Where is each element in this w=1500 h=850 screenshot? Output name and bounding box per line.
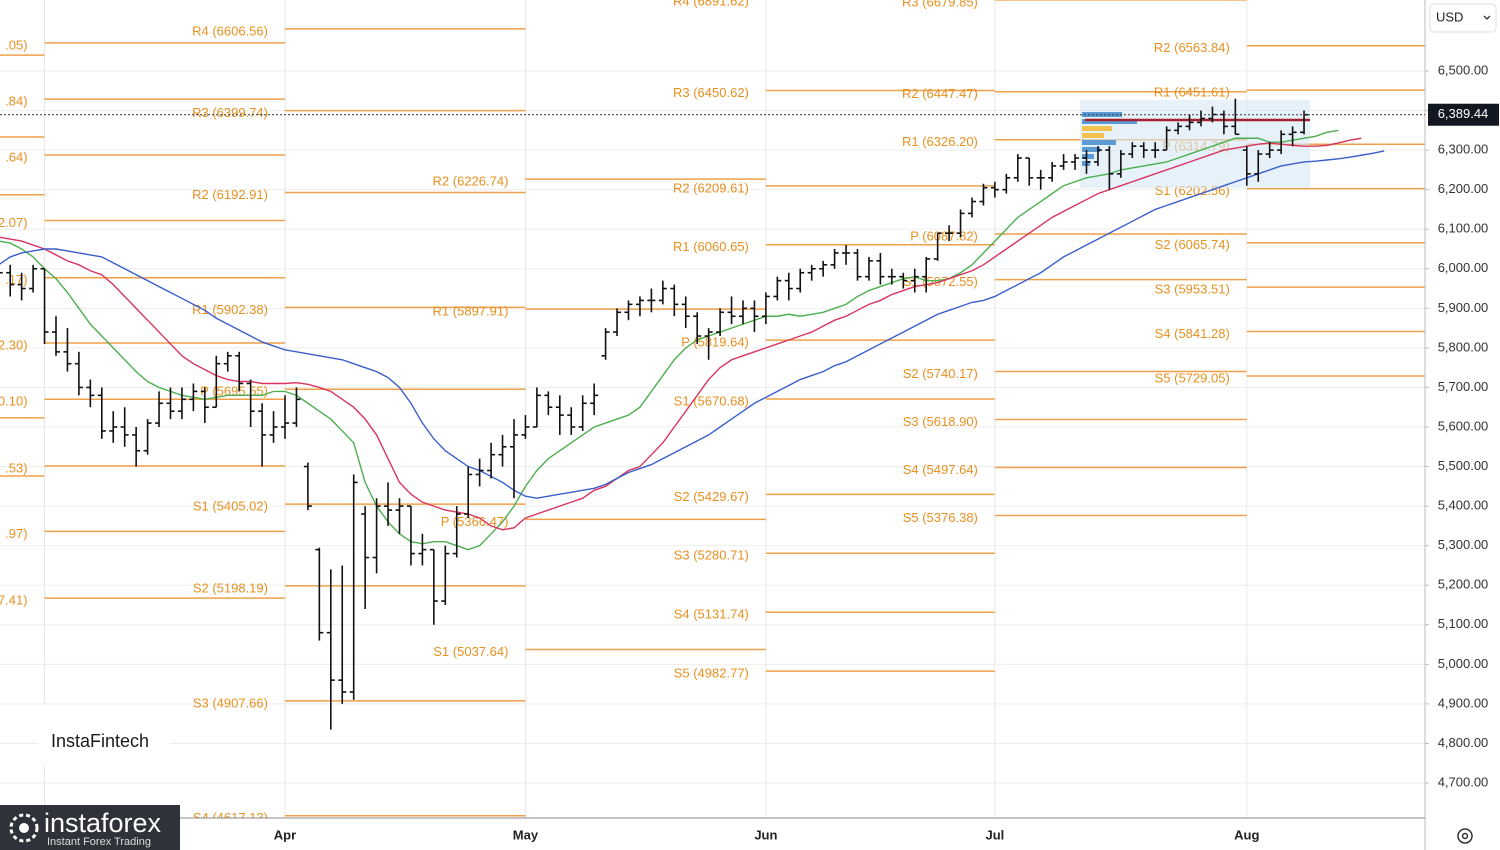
pivot-label: S1 (5405.02) bbox=[193, 499, 268, 514]
grid-layer bbox=[0, 0, 1425, 818]
y-tick-label: 5,000.00 bbox=[1438, 656, 1489, 671]
y-tick-label: 5,100.00 bbox=[1438, 616, 1489, 631]
last-price-box bbox=[1428, 103, 1499, 126]
y-tick-label: 6,000.00 bbox=[1438, 260, 1489, 275]
logo: instaforex Instant Forex Trading bbox=[0, 805, 180, 850]
watermark: InstaFintech bbox=[51, 731, 149, 751]
pivot-label: .17) bbox=[5, 272, 27, 287]
currency-select[interactable] bbox=[1429, 3, 1497, 33]
x-tick-label: Jul bbox=[985, 827, 1004, 842]
pivot-label: S3 (5953.51) bbox=[1155, 282, 1230, 297]
pivot-label: S2 (6065.74) bbox=[1155, 237, 1230, 252]
pivot-label: P (5819.64) bbox=[681, 335, 749, 350]
pivot-label: R2 (6563.84) bbox=[1154, 40, 1230, 55]
ma-line bbox=[0, 129, 1339, 551]
pivot-label: .84) bbox=[5, 94, 27, 109]
y-tick-label: 5,300.00 bbox=[1438, 537, 1489, 552]
x-tick-label: Jun bbox=[754, 827, 777, 842]
pivot-label: S5 (5376.38) bbox=[903, 510, 978, 525]
y-tick-label: 5,800.00 bbox=[1438, 339, 1489, 354]
pivot-label: R2 (6192.91) bbox=[192, 187, 268, 202]
y-tick-label: 4,700.00 bbox=[1438, 774, 1489, 789]
y-tick-label: 4,800.00 bbox=[1438, 735, 1489, 750]
y-tick-label: 5,400.00 bbox=[1438, 498, 1489, 513]
pivot-label: R4 (6606.56) bbox=[192, 23, 268, 38]
pivot-label: R1 (5902.38) bbox=[192, 302, 268, 317]
pivot-label: R3 (6399.74) bbox=[192, 105, 268, 120]
pivot-label: S5 (5729.05) bbox=[1155, 370, 1230, 385]
ma-line bbox=[0, 137, 1362, 531]
pivot-label: R1 (6326.20) bbox=[902, 134, 978, 149]
pivot-label: S1 (5037.64) bbox=[433, 644, 508, 659]
pivot-label: S1 (5670.68) bbox=[674, 393, 749, 408]
pivot-label: S2 (5429.67) bbox=[674, 489, 749, 504]
y-tick-label: 4,900.00 bbox=[1438, 695, 1489, 710]
pivot-label: S3 (5280.71) bbox=[674, 548, 749, 563]
y-tick-label: 6,300.00 bbox=[1438, 142, 1489, 157]
pivot-label: S4 (4617.13) bbox=[193, 810, 268, 825]
settings-icon[interactable] bbox=[1457, 828, 1473, 844]
pivot-label: R3 (6679.85) bbox=[902, 0, 978, 9]
y-tick-label: 6,100.00 bbox=[1438, 221, 1489, 236]
y-tick-label: 5,600.00 bbox=[1438, 418, 1489, 433]
pivot-label: S4 (5131.74) bbox=[674, 607, 749, 622]
pivot-label: S2 (5740.17) bbox=[903, 366, 978, 381]
y-tick-label: 6,200.00 bbox=[1438, 181, 1489, 196]
pivot-label: P (5366.47) bbox=[441, 514, 509, 529]
pivot-label: R2 (6226.74) bbox=[433, 174, 509, 189]
pivot-label: R4 (6891.62) bbox=[673, 0, 749, 8]
ma-line bbox=[0, 150, 1385, 499]
pivot-label: R3 (6450.62) bbox=[673, 85, 749, 100]
pivot-label: R1 (6451.61) bbox=[1154, 85, 1230, 100]
pivot-label: .64) bbox=[5, 149, 27, 164]
y-tick-label: 5,200.00 bbox=[1438, 577, 1489, 592]
chevron bbox=[1483, 15, 1491, 20]
currency-label: USD bbox=[1436, 9, 1463, 24]
y-tick-label: 5,900.00 bbox=[1438, 300, 1489, 315]
pivot-label: R1 (5897.91) bbox=[433, 304, 509, 319]
pivot-label: P (5695.55) bbox=[200, 384, 268, 399]
pivot-label: 2.07) bbox=[0, 215, 28, 230]
pivot-label: R2 (6209.61) bbox=[673, 180, 749, 195]
y-tick-label: 5,700.00 bbox=[1438, 379, 1489, 394]
ma-layer bbox=[0, 129, 1385, 551]
y-tick-label: 6,500.00 bbox=[1438, 62, 1489, 77]
pivot-label: S2 (5198.19) bbox=[193, 580, 268, 595]
pivot-label: .53) bbox=[5, 460, 27, 475]
pivot-label: S3 (4907.66) bbox=[193, 695, 268, 710]
pivot-label: P (6087.82) bbox=[910, 228, 978, 243]
y-tick-label: 5,500.00 bbox=[1438, 458, 1489, 473]
pivot-label: S4 (5497.64) bbox=[903, 462, 978, 477]
x-tick-label: May bbox=[513, 827, 539, 842]
pivot-label: S5 (4982.77) bbox=[674, 666, 749, 681]
pivot-label: 0.10) bbox=[0, 394, 28, 409]
x-tick-label: Apr bbox=[274, 827, 296, 842]
pivot-label: S3 (5618.90) bbox=[903, 414, 978, 429]
watermark-box: InstaFintech bbox=[38, 705, 170, 765]
pivot-label: R2 (6447.47) bbox=[902, 86, 978, 101]
logo-brand: instaforex bbox=[44, 808, 162, 838]
pivot-label: .97) bbox=[5, 526, 27, 541]
x-tick-label: Aug bbox=[1234, 827, 1259, 842]
pivot-label: .05) bbox=[5, 37, 27, 52]
pivot-label: 2.30) bbox=[0, 337, 28, 352]
pivot-label: R1 (6060.65) bbox=[673, 239, 749, 254]
pivot-label: S4 (5841.28) bbox=[1155, 326, 1230, 341]
last-price-label: 6,389.44 bbox=[1438, 106, 1489, 121]
logo-tagline: Instant Forex Trading bbox=[47, 836, 151, 848]
pivot-label: 7.41) bbox=[0, 593, 28, 608]
bars-layer bbox=[0, 98, 1309, 730]
